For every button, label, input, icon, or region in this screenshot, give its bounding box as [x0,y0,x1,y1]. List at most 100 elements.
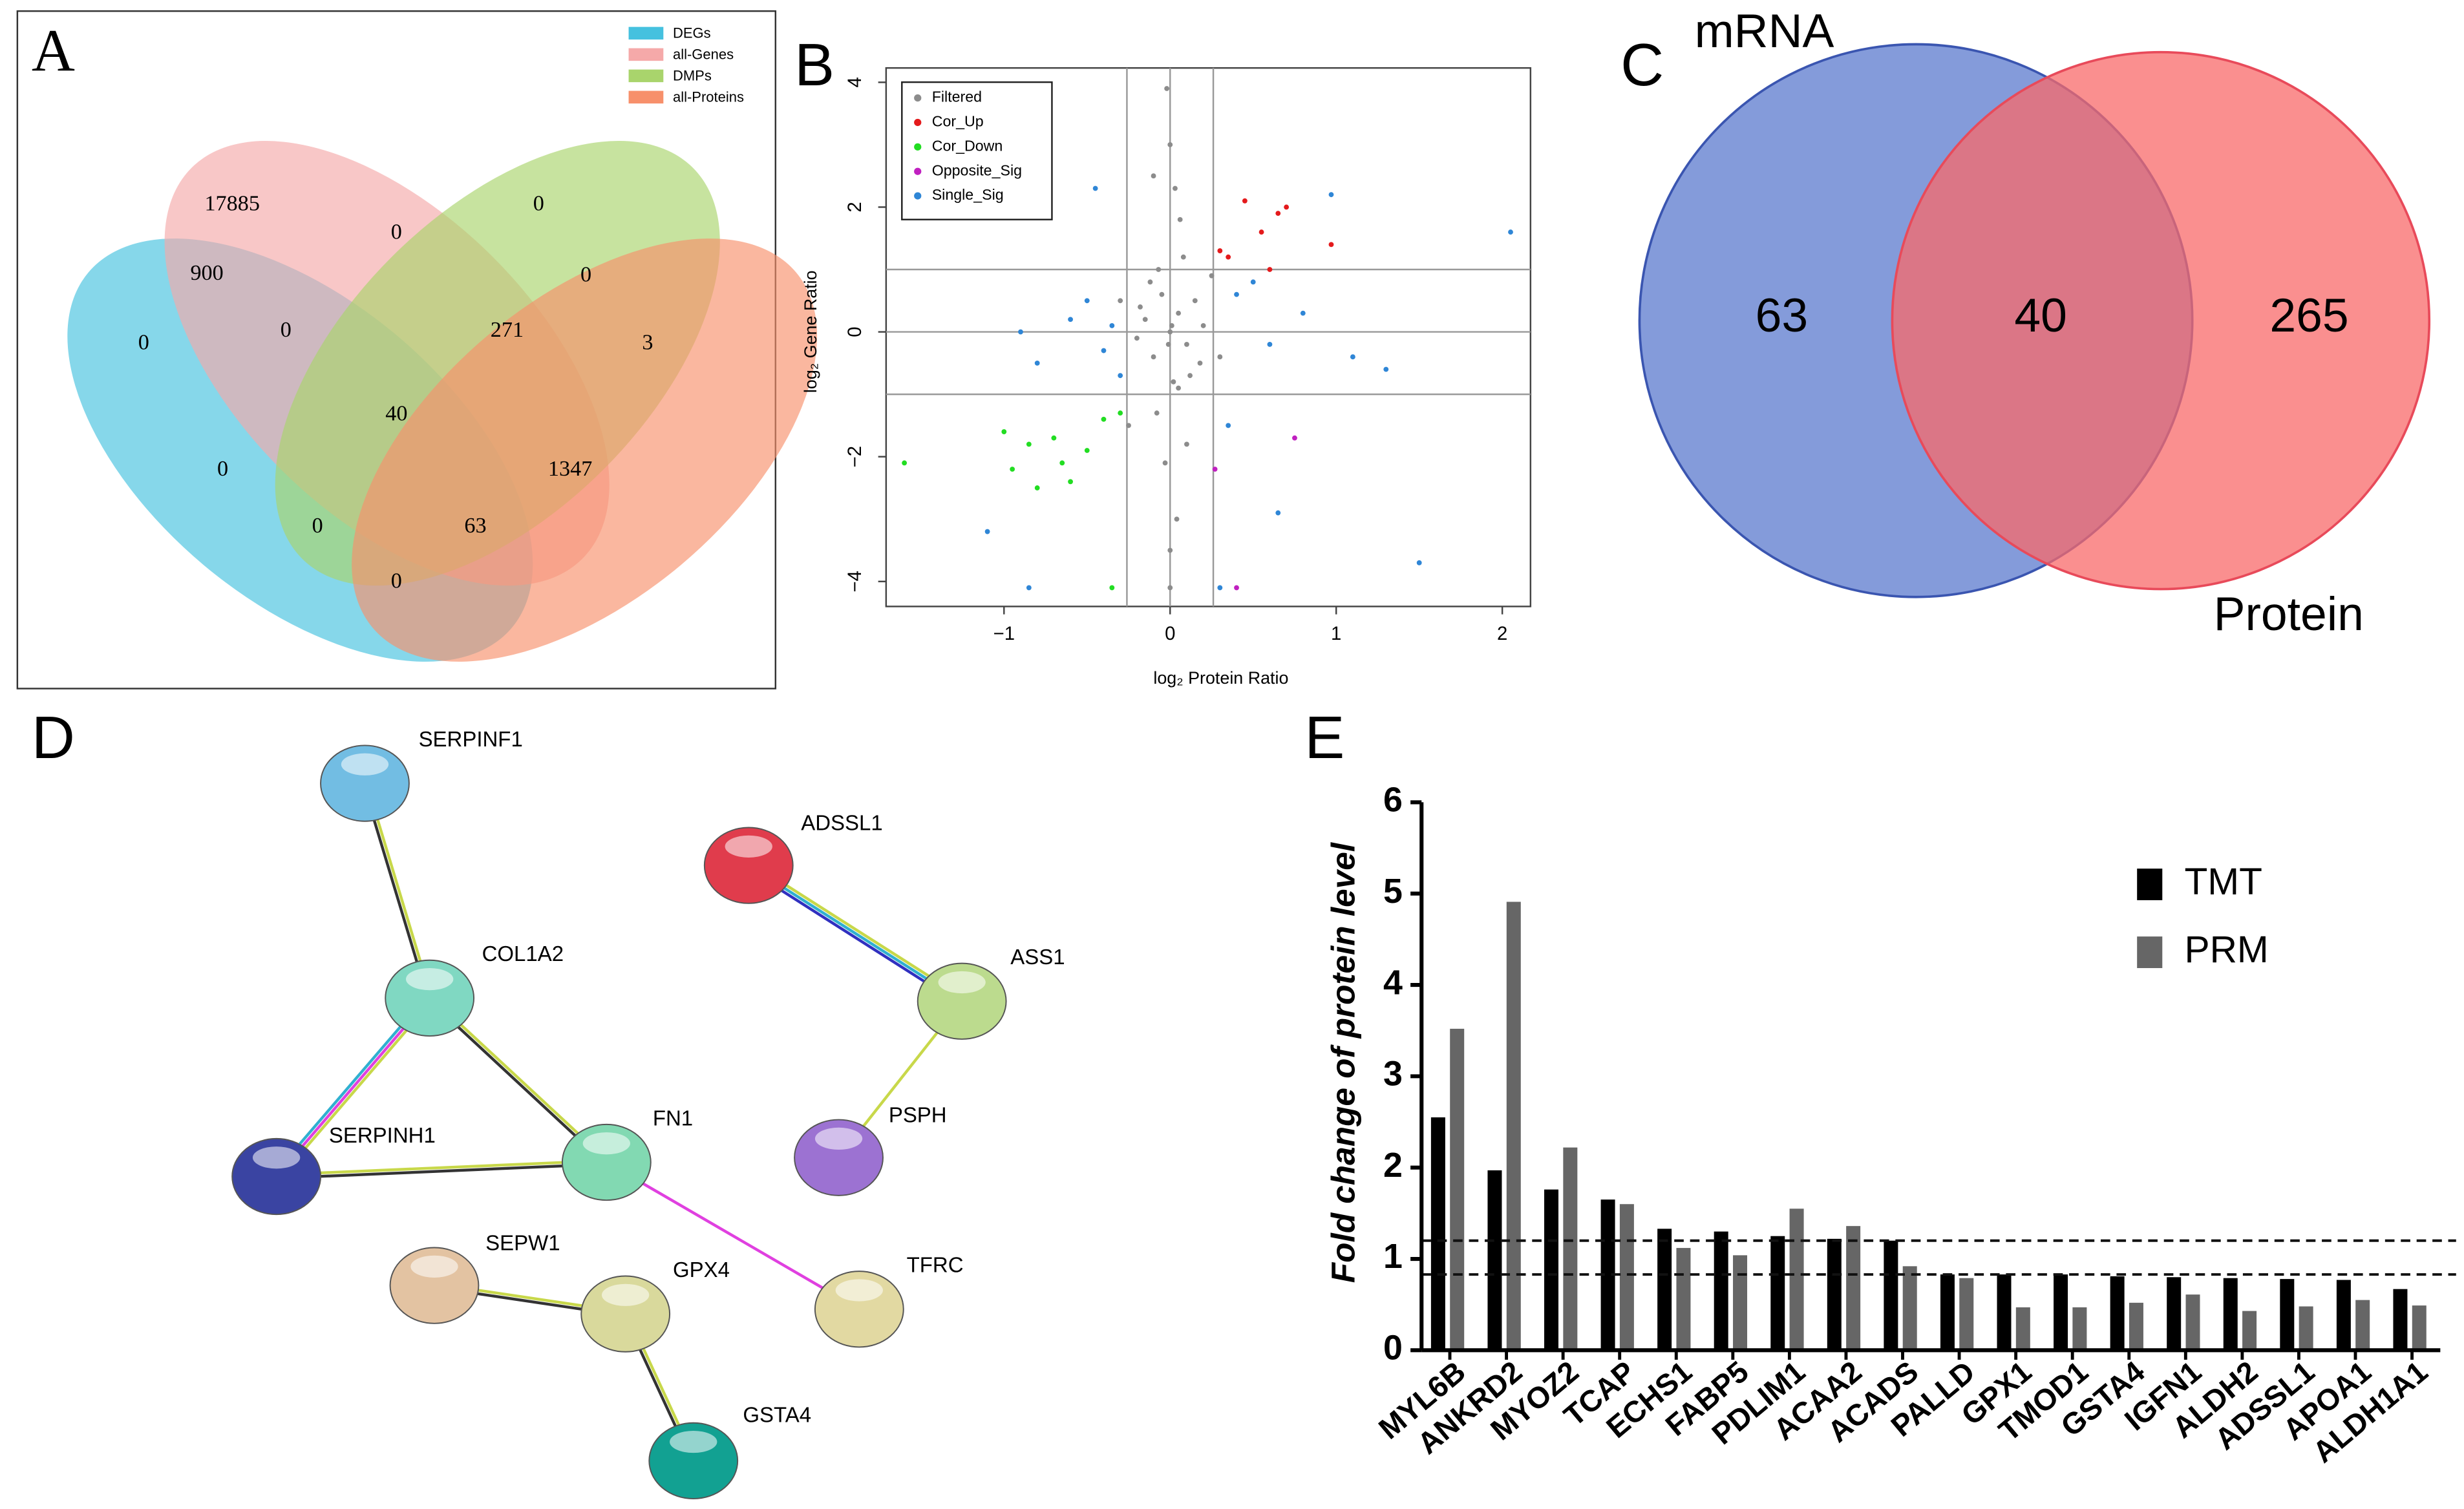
bar [2336,1280,2351,1351]
region-count: 0 [580,263,591,287]
point [1159,291,1165,297]
point [1126,423,1131,428]
point [1059,460,1065,466]
point [1026,441,1032,447]
point [1300,310,1306,316]
point [1167,142,1173,147]
point [1217,354,1223,360]
bar [2072,1307,2087,1351]
region-count: 40 [385,402,407,426]
y-tick-label: 0 [844,326,866,337]
point [1134,335,1140,341]
region-count: 265 [2269,289,2348,342]
bar [1487,1170,1502,1351]
point [1200,323,1206,328]
legend-swatch [2137,936,2163,968]
point [1109,323,1115,328]
bar [2223,1278,2238,1351]
set-label: Protein [2214,587,2364,640]
point [1138,304,1143,310]
point [1259,229,1264,235]
bar [1827,1238,1842,1351]
point [1192,298,1198,304]
bar [2412,1305,2427,1351]
point [1174,516,1180,522]
point [1018,329,1023,335]
point [902,460,908,466]
point [1142,317,1148,322]
point [1217,248,1223,253]
bar [1940,1274,1955,1351]
bar [1714,1231,1728,1351]
region-count: 0 [217,457,228,481]
y-tick-label: −2 [844,446,866,467]
legend-swatch [628,26,664,40]
point [1250,279,1256,285]
bar [1657,1229,1672,1351]
x-tick-label: 0 [1165,623,1175,644]
legend-marker [914,118,922,127]
region-count: 0 [281,318,292,342]
point [1328,192,1334,198]
point [1184,441,1189,447]
legend-box [901,81,1053,220]
bar [1450,1028,1465,1351]
node-shine [582,1132,630,1155]
bar [1600,1199,1615,1351]
legend-label: PRM [2184,929,2268,971]
x-tick-label: −1 [993,623,1015,644]
legend-marker [914,94,922,102]
node-label: ASS1 [1010,945,1065,969]
point [1084,298,1090,304]
point [1217,585,1223,591]
bar [1506,902,1521,1351]
legend-label: all-Genes [673,46,734,62]
legend-swatch [628,90,664,104]
region-count: 3 [642,331,653,355]
node-label: SEPW1 [485,1230,560,1254]
legend-label: DEGs [673,25,711,41]
point [1267,341,1273,347]
panel-label: C [1620,31,1664,98]
legend-label: Filtered [932,89,982,105]
point [1284,204,1290,210]
edge [606,1161,860,1311]
bar [1544,1189,1559,1351]
y-tick-label: 0 [1383,1329,1403,1367]
node-label: ADSSL1 [801,810,882,834]
point [1197,360,1203,366]
point [1212,467,1218,472]
region-count: 0 [391,220,402,244]
point [1350,354,1355,360]
bar [1997,1274,2012,1351]
point [1051,435,1057,441]
edge [276,1163,607,1180]
legend-label: Opposite_Sig [932,162,1022,178]
node-label: GPX4 [673,1258,730,1282]
point [1242,198,1248,204]
bar [1563,1147,1578,1351]
set-label: mRNA [1695,5,1834,58]
bar [1884,1240,1898,1351]
legend-label: Cor_Down [932,137,1003,154]
y-tick-label: 5 [1383,872,1403,911]
x-tick-label: 1 [1331,623,1341,644]
point [1165,341,1171,347]
point [984,529,990,534]
node-shine [602,1283,650,1306]
point [1328,242,1334,248]
point [1118,298,1123,304]
region-count: 271 [491,318,524,342]
point [1109,585,1115,591]
bar [2280,1279,2295,1351]
point [1118,410,1123,416]
legend-marker [914,167,922,175]
y-tick-label: 6 [1383,781,1403,819]
node-label: SERPINH1 [329,1123,436,1147]
node-shine [835,1279,883,1302]
bar [2355,1300,2370,1351]
legend-marker [914,192,922,200]
region-count: 0 [312,514,323,538]
bar [2129,1302,2143,1351]
